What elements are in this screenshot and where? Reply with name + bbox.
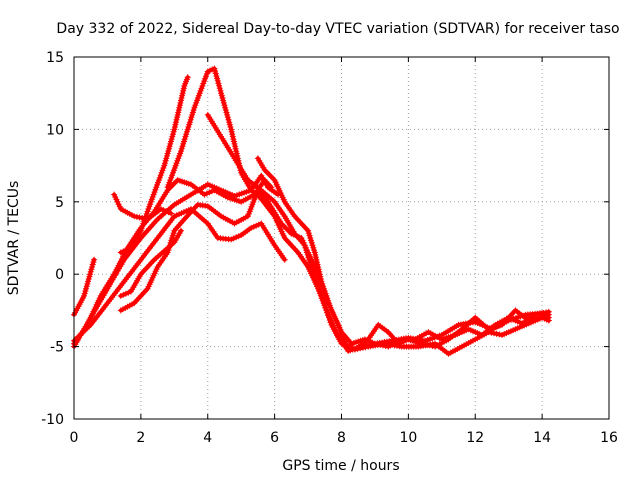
series-track-8	[117, 74, 191, 256]
x-tick-label: 12	[466, 430, 484, 446]
data-layer	[71, 65, 552, 357]
x-tick-label: 6	[270, 430, 279, 446]
y-tick-label: 5	[55, 195, 64, 211]
y-tick-label: 0	[55, 267, 64, 283]
series-track-7	[117, 227, 184, 299]
x-tick-label: 2	[136, 430, 145, 446]
chart-title: Day 332 of 2022, Sidereal Day-to-day VTE…	[56, 21, 619, 37]
x-tick-label: 16	[600, 430, 618, 446]
y-tick-label: -5	[50, 340, 64, 356]
y-axis-label: SDTVAR / TECUs	[6, 181, 22, 296]
y-tick-label: 15	[46, 50, 64, 66]
x-tick-label: 4	[203, 430, 212, 446]
series-markers	[254, 155, 552, 347]
x-axis-label: GPS time / hours	[282, 458, 399, 474]
series-markers	[117, 227, 184, 299]
series-markers	[117, 74, 191, 256]
series-track-11	[254, 155, 552, 347]
x-tick-label: 14	[533, 430, 551, 446]
series-track-10	[204, 111, 552, 357]
y-tick-label: 10	[46, 122, 64, 138]
series-markers	[204, 111, 552, 357]
x-tick-label: 8	[337, 430, 346, 446]
y-tick-label: -10	[41, 412, 64, 428]
x-tick-label: 10	[399, 430, 417, 446]
axis-ticks: 0 2 4 6 8 10 12 14 16 -10 -5 0 5 10 15	[41, 50, 618, 446]
x-tick-label: 0	[70, 430, 79, 446]
